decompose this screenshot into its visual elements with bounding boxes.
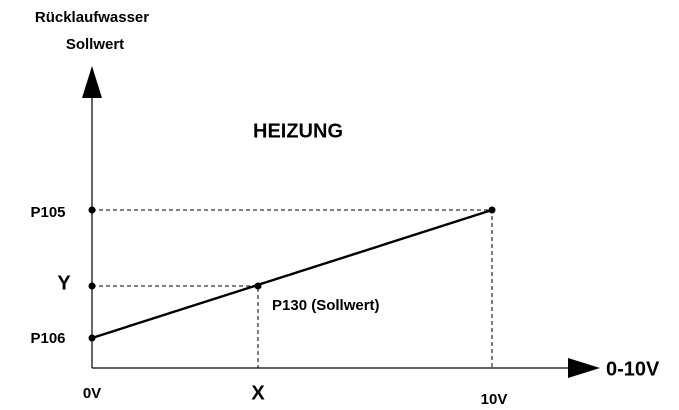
y-label: P106 [30,330,65,347]
y-label: Y [57,272,71,294]
title: HEIZUNG [253,120,343,142]
x-axis-label: 0-10V [606,358,660,380]
x-label: 0V [83,385,101,402]
y-label: P105 [30,204,65,221]
point [254,282,262,290]
point [88,334,96,342]
x-axis-arrow [568,358,600,378]
point [488,206,496,214]
guide-line [92,209,493,368]
point-label: P130 (Sollwert) [272,297,380,314]
x-label: 10V [481,391,508,408]
curve [91,208,493,340]
point [88,206,96,214]
y-axis-label: Rücklaufwasser [35,9,149,26]
x-label: X [251,382,265,404]
point [88,282,96,290]
y-axis-arrow [82,66,102,98]
guide-line [92,285,259,368]
y-axis-label: Sollwert [66,36,124,53]
